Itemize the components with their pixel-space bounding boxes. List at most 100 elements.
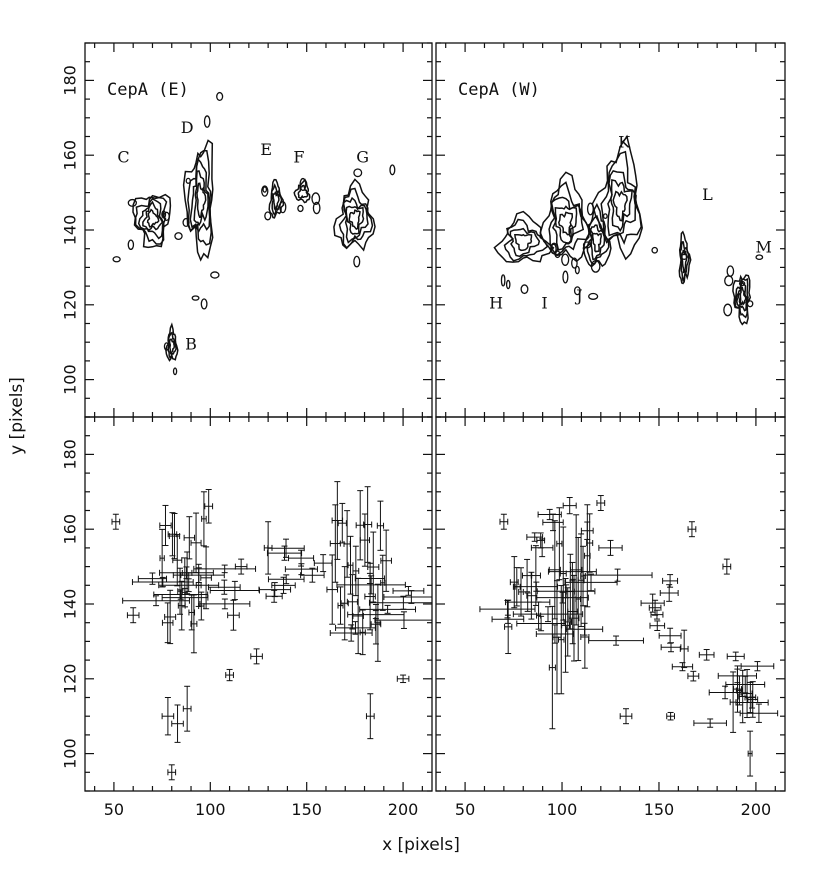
error-point	[717, 668, 757, 684]
error-point	[547, 561, 597, 582]
error-point	[172, 567, 225, 583]
error-point	[168, 512, 181, 560]
error-point	[504, 599, 513, 655]
source-label-I: I	[541, 294, 547, 313]
contour-J	[582, 202, 612, 268]
contour-speckles	[112, 91, 396, 376]
error-point	[530, 545, 541, 606]
contour-speck	[590, 259, 601, 273]
error-point	[225, 668, 234, 682]
contour-speck	[172, 367, 178, 376]
error-point	[337, 502, 347, 544]
error-point	[514, 581, 559, 592]
plot-area	[493, 134, 764, 326]
contour-level	[734, 278, 749, 319]
error-point	[565, 622, 604, 636]
error-point	[326, 554, 339, 625]
error-point	[512, 606, 584, 623]
source-label-E: E	[260, 140, 272, 159]
error-point	[586, 513, 594, 573]
contour-speck	[264, 211, 272, 221]
error-point	[182, 685, 192, 732]
error-point	[392, 586, 425, 596]
error-point	[725, 675, 766, 694]
error-point	[159, 504, 172, 547]
contour-level	[539, 171, 594, 263]
error-point	[209, 580, 261, 601]
contour-speck	[299, 177, 307, 191]
error-point	[526, 532, 544, 542]
error-point	[726, 651, 745, 662]
source-label-J: J	[574, 286, 582, 305]
x-tick-label: 150	[291, 800, 322, 819]
error-point	[729, 671, 737, 733]
contour-level	[681, 249, 688, 274]
contour-speck	[562, 270, 569, 284]
error-point	[267, 574, 305, 585]
contour-level	[514, 233, 533, 252]
error-point	[564, 573, 618, 592]
contour-speck	[738, 280, 746, 287]
error-point	[582, 568, 653, 582]
error-point	[536, 591, 589, 604]
contour-speck	[174, 232, 183, 240]
contour-speck	[163, 342, 170, 351]
x-tick-label: 150	[644, 800, 675, 819]
error-point	[158, 578, 220, 593]
contour-G	[333, 178, 376, 252]
contour-L	[678, 230, 692, 285]
error-point	[666, 711, 675, 721]
error-point	[739, 703, 779, 723]
error-point	[347, 610, 405, 620]
error-bars	[479, 495, 779, 777]
contour-level	[591, 232, 602, 253]
contour-speck	[500, 274, 506, 287]
y-tick-label: 100	[61, 738, 80, 769]
contour-level	[182, 139, 214, 262]
contour-speck	[680, 253, 689, 260]
contour-speck	[724, 275, 734, 287]
error-point	[164, 589, 177, 645]
contour-speck	[573, 286, 581, 296]
contour-level	[187, 150, 212, 246]
error-point	[747, 730, 754, 777]
panel-title: CepA (E)	[107, 80, 189, 100]
contour-speck	[505, 279, 511, 290]
contour-speck	[279, 200, 287, 214]
y-tick-label: 140	[61, 215, 80, 246]
error-point	[548, 520, 561, 620]
error-point	[562, 496, 577, 515]
x-tick-label: 100	[195, 800, 226, 819]
error-point	[198, 591, 205, 621]
error-point	[687, 670, 700, 682]
error-point	[735, 696, 769, 709]
error-point	[183, 516, 196, 560]
error-point	[177, 567, 184, 615]
error-point	[396, 674, 410, 684]
error-point	[288, 549, 315, 567]
contour-speck	[520, 284, 529, 295]
contour-F	[293, 178, 311, 204]
error-point	[660, 642, 682, 653]
contour-speck	[127, 239, 135, 251]
contour-level	[133, 194, 168, 245]
error-point	[171, 704, 184, 743]
plot-area	[111, 481, 432, 781]
panel-bottom-right: 50 100 150 200	[435, 416, 786, 819]
contour-speck	[735, 292, 742, 307]
contour-level	[610, 179, 633, 233]
y-tick-label: 120	[61, 290, 80, 321]
y-tick-label: 100	[61, 364, 80, 395]
contour-level	[732, 274, 752, 326]
error-point	[687, 521, 697, 538]
source-label-G: G	[356, 148, 369, 167]
y-axis-title: y [pixels]	[7, 377, 27, 455]
contour-level	[189, 157, 211, 233]
contour-level	[600, 150, 642, 246]
contour-speck	[112, 256, 121, 263]
contour-speck	[312, 201, 321, 215]
contour-level	[268, 178, 285, 219]
error-point	[204, 488, 214, 524]
error-point	[535, 624, 574, 644]
